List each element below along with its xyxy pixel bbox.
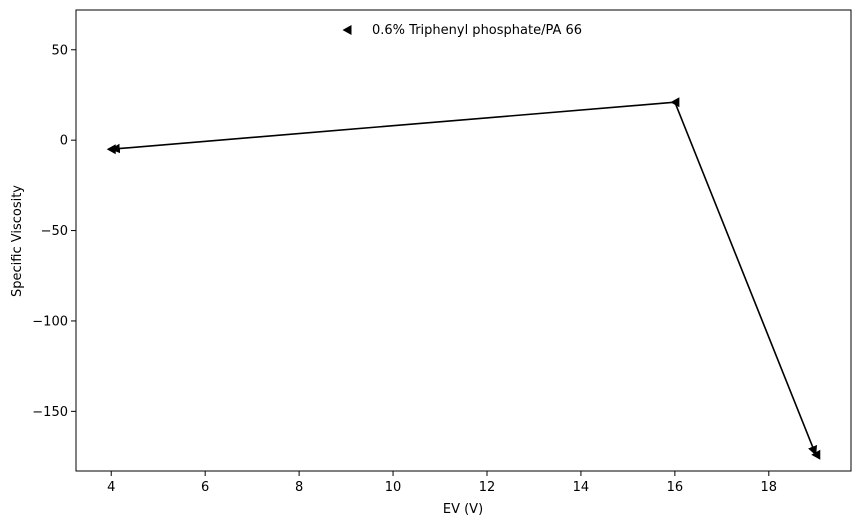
series-arrow [110,101,675,154]
data-point [670,97,680,108]
x-tick-label: 12 [479,480,496,495]
x-axis: 4 6 8 10 12 14 16 18 [107,471,777,495]
data-point [811,449,821,460]
x-tick-label: 10 [385,480,402,495]
y-tick-label: 50 [51,43,68,58]
y-tick-label: 0 [60,134,68,149]
plot-frame [75,9,852,472]
x-tick-label: 14 [573,480,590,495]
y-tick-label: −50 [41,224,68,239]
plot-background [76,10,851,471]
data-point [106,144,116,155]
x-tick-label: 8 [295,480,303,495]
legend-label: 0.6% Triphenyl phosphate/PA 66 [372,23,582,38]
y-tick-label: −100 [32,314,68,329]
series-arrow [674,101,818,456]
legend-marker [342,25,352,35]
x-axis-label: EV (V) [443,502,483,517]
legend: 0.6% Triphenyl phosphate/PA 66 [342,23,582,38]
x-tick-label: 18 [761,480,778,495]
x-tick-label: 4 [107,480,115,495]
x-tick-label: 6 [201,480,209,495]
series-layer [106,97,821,460]
y-axis-label: Specific Viscosity [10,185,25,297]
y-axis: 50 0 −50 −100 −150 [32,43,76,420]
x-tick-label: 16 [667,480,684,495]
y-tick-label: −150 [32,405,68,420]
